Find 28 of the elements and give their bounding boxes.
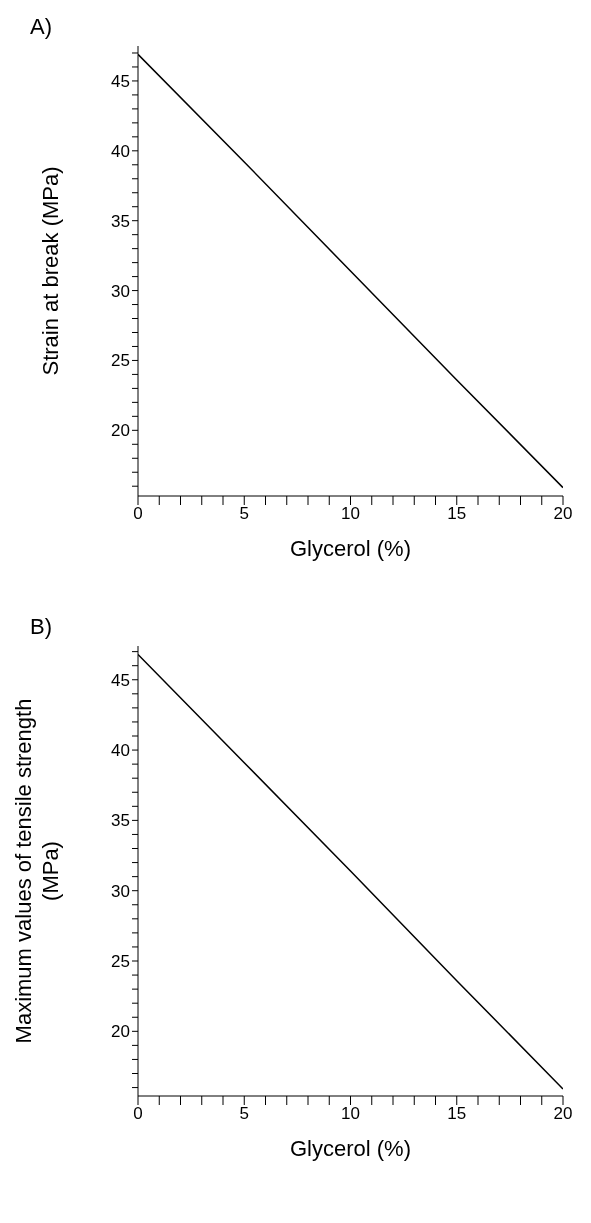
x-tick-label: 15 (447, 504, 467, 524)
y-tick-label: 20 (111, 1022, 130, 1042)
y-tick-label: 35 (111, 211, 130, 231)
y-tick-label: 20 (111, 421, 130, 441)
x-tick-label: 0 (133, 504, 143, 524)
x-tick-label: 20 (553, 1104, 573, 1124)
y-tick-label: 35 (111, 811, 130, 831)
y-axis-title: Strain at break (MPa) (38, 166, 63, 376)
x-tick-label: 0 (133, 1104, 143, 1124)
y-tick-label: 30 (111, 881, 130, 901)
x-tick-label: 10 (341, 504, 360, 524)
y-tick-label: 30 (111, 281, 130, 301)
chart-title: B) (30, 614, 52, 640)
y-tick-label: 25 (111, 351, 130, 371)
x-tick-label: 20 (553, 504, 573, 524)
x-axis-title: Glycerol (%) (289, 1136, 412, 1161)
x-tick-label: 5 (239, 504, 249, 524)
x-tick-label: 10 (341, 1104, 360, 1124)
chart-title: A) (30, 14, 52, 40)
x-tick-label: 15 (447, 1104, 467, 1124)
y-tick-label: 45 (111, 71, 130, 91)
x-tick-label: 5 (239, 1104, 249, 1124)
x-axis-title: Glycerol (%) (289, 536, 412, 561)
y-tick-label: 40 (111, 741, 130, 761)
y-axis-title: Maximum values of tensile strength (MPa) (11, 698, 63, 1044)
y-tick-label: 25 (111, 952, 130, 972)
y-tick-label: 45 (111, 670, 130, 690)
y-tick-label: 40 (111, 141, 130, 161)
